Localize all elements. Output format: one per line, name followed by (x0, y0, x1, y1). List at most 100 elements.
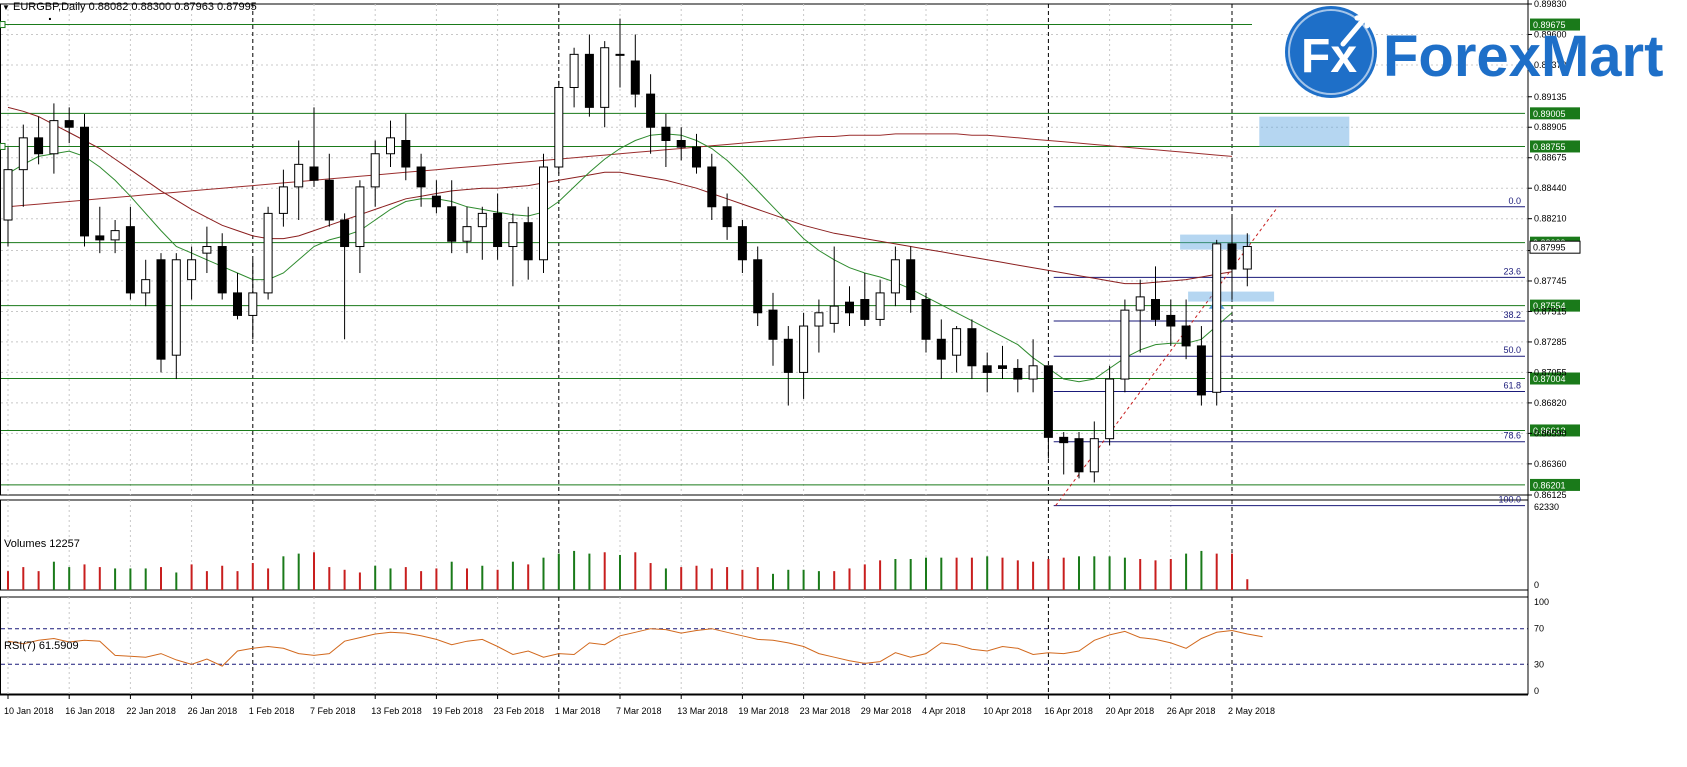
chart-header: ▼ EURGBP,Daily 0.88082 0.88300 0.87963 0… (2, 1, 257, 13)
candle-body (1028, 365, 1038, 380)
candle-body (1089, 438, 1099, 473)
fibonacci-retracement: 0.0 23.6 38.2 50.0 61.8 78.6 100.0 (1053, 196, 1525, 507)
candle-body (355, 186, 365, 248)
price-tick-label: 0.89370 (1534, 60, 1567, 70)
time-tick-label: 23 Feb 2018 (494, 706, 545, 716)
time-tick-label: 2 May 2018 (1228, 706, 1275, 716)
last-price-tag (1529, 240, 1581, 254)
ma-long-line (7, 133, 1233, 208)
candle-body (952, 328, 962, 356)
candle-body (646, 93, 656, 128)
rsi-line (7, 628, 1263, 667)
candle-body (278, 186, 288, 214)
level-price-label: 0.89675 (1533, 20, 1566, 30)
price-tick-label: 0.89830 (1534, 0, 1567, 9)
time-tick-label: 10 Jan 2018 (4, 706, 54, 716)
arrow-up-icon (1340, 12, 1370, 47)
time-axis: 10 Jan 2018 16 Jan 2018 22 Jan 2018 26 Jan … (0, 694, 1528, 716)
level-price-tag (1530, 372, 1580, 385)
candle-body (1196, 345, 1206, 396)
price-tick-label: 0.86125 (1534, 490, 1567, 500)
time-tick-label: 13 Mar 2018 (677, 706, 728, 716)
level-price-tag (1530, 140, 1580, 153)
time-tick-label: 7 Feb 2018 (310, 706, 356, 716)
fib-label: 50.0 (1503, 345, 1521, 355)
level-marker (0, 21, 6, 29)
panel-frame (0, 596, 1529, 695)
candle-body (1059, 436, 1069, 444)
price-tick-label: 0.89135 (1534, 92, 1567, 102)
time-tick-label: 1 Feb 2018 (249, 706, 295, 716)
candle-body (783, 338, 793, 373)
candle-body (370, 153, 380, 188)
candle-body (967, 328, 977, 367)
candle-body (921, 299, 931, 340)
candle-body (875, 292, 885, 320)
annotation-layer: . (48, 7, 52, 23)
candle-body (584, 53, 594, 108)
candle-body (49, 120, 59, 155)
level-price-label: 0.89005 (1533, 109, 1566, 119)
candle-body (263, 212, 273, 294)
candle-body (936, 338, 946, 360)
level-price-tag (1530, 107, 1580, 120)
time-tick-label: 16 Apr 2018 (1044, 706, 1093, 716)
time-tick-label: 16 Jan 2018 (65, 706, 115, 716)
price-tick-label: 0.86360 (1534, 459, 1567, 469)
rsi-header: RSI(7) 61.5909 (4, 640, 79, 652)
level-price-label: 0.86612 (1533, 426, 1566, 436)
candle-body (477, 212, 487, 228)
time-tick-label: 10 Apr 2018 (983, 706, 1032, 716)
time-tick-label: 1 Mar 2018 (555, 706, 601, 716)
candle-body (799, 325, 809, 373)
time-tick-label: 19 Mar 2018 (738, 706, 789, 716)
candle-body (906, 259, 916, 301)
candle-body (447, 206, 457, 242)
fib-label: 38.2 (1503, 310, 1521, 320)
price-axis: 0.89830 0.89600 0.89370 0.89135 0.88905 0.886… (1527, 0, 1581, 694)
volume-header: Volumes 12257 (4, 538, 80, 550)
candle-body (156, 259, 166, 360)
candle-body (217, 246, 227, 294)
candle-body (737, 226, 747, 261)
candle-body (890, 259, 900, 294)
volume-bottom-label: 0 (1534, 580, 1539, 590)
fib-label: 23.6 (1503, 266, 1521, 276)
level-price-tag (1530, 299, 1580, 312)
candle-body (386, 137, 395, 155)
candle-body (753, 259, 763, 314)
panel-frame (0, 499, 1529, 591)
candle-body (493, 212, 503, 248)
candle-body (294, 163, 304, 188)
symbol-header: EURGBP,Daily 0.88082 0.88300 0.87963 0.8… (12, 1, 257, 13)
blue-zones (1180, 116, 1350, 317)
time-tick-label: 4 Apr 2018 (922, 706, 966, 716)
candle-body (187, 259, 197, 281)
dropdown-triangle-icon[interactable]: ▼ (2, 3, 10, 12)
level-price-label: 0.87004 (1533, 374, 1566, 384)
candle-body (1227, 243, 1237, 270)
time-tick-label: 22 Jan 2018 (126, 706, 176, 716)
header-dot: . (48, 7, 52, 23)
price-tick-label: 0.87745 (1534, 276, 1567, 286)
candlesticks (3, 18, 1252, 483)
candle-body (600, 47, 610, 108)
level-price-label: 0.88755 (1533, 142, 1566, 152)
ma-short-line (7, 133, 1233, 383)
rsi-tick-label: 70 (1534, 624, 1544, 634)
ma-mid-line (7, 106, 1233, 285)
candle-body (1166, 314, 1176, 327)
level-price-tag (1530, 18, 1580, 31)
candle-body (34, 137, 44, 155)
volume-top-label: 62330 (1534, 502, 1559, 512)
rsi-panel: 100 70 30 0 (1, 597, 1549, 696)
candle-body (18, 137, 28, 171)
candle-body (676, 139, 686, 148)
price-tick-label: 0.88440 (1534, 183, 1567, 193)
candle-body (1151, 299, 1160, 320)
candle-body (64, 120, 74, 128)
candle-body (416, 166, 426, 188)
level-price-label: 0.86201 (1533, 480, 1566, 490)
candle-body (998, 365, 1007, 369)
